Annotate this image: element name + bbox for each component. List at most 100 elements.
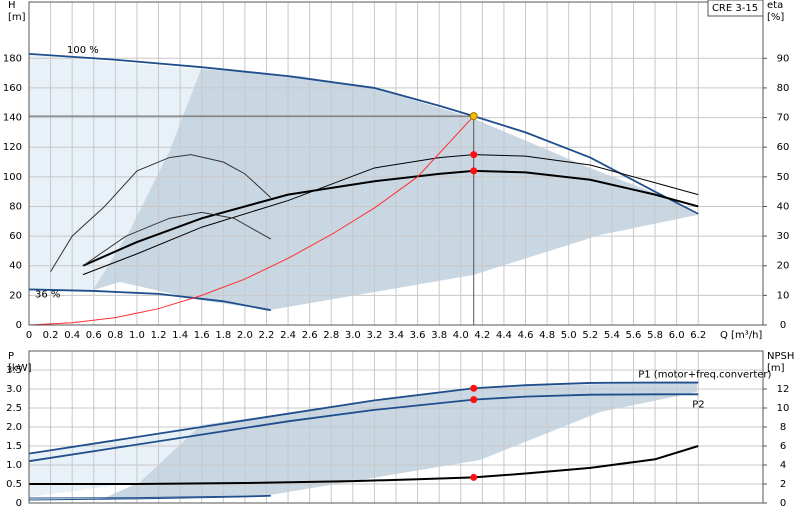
- series-label: P1 (motor+freq.converter): [638, 370, 771, 381]
- x-tick-label: 3.8: [431, 330, 447, 341]
- series-line: [28, 381, 699, 455]
- x-tick-label: 4.2: [474, 330, 490, 341]
- x-tick-label: 0.8: [107, 330, 123, 341]
- operating-point: [470, 473, 478, 481]
- x-tick-label: 3.6: [410, 330, 426, 341]
- y-tick-label: 0: [16, 320, 22, 331]
- x-tick-label: 1.8: [215, 330, 231, 341]
- y-tick-label: 1.0: [6, 460, 22, 471]
- y-tick-label: 20: [9, 290, 22, 301]
- x-tick-label: 1.2: [151, 330, 167, 341]
- y2-tick-label: 40: [777, 201, 790, 212]
- y2-label: eta: [767, 0, 783, 11]
- y-tick-label: 3.5: [6, 365, 22, 376]
- x-tick-label: 2.4: [280, 330, 296, 341]
- y-tick-label: 2.5: [6, 403, 22, 414]
- y-tick-label: 0.5: [6, 479, 22, 490]
- y-tick-label: 100: [3, 172, 22, 183]
- series-label: 36 %: [35, 289, 60, 300]
- x-tick-label: 2.2: [259, 330, 275, 341]
- y2-tick-label: 50: [777, 172, 790, 183]
- x-tick-label: 5.4: [604, 330, 620, 341]
- y-tick-label: 80: [9, 201, 22, 212]
- y2-tick-label: 4: [780, 460, 786, 471]
- x-tick-label: 0.2: [43, 330, 59, 341]
- x-tick-label: 0.6: [86, 330, 102, 341]
- series-line: [50, 154, 272, 272]
- x-tick-label: 1.6: [194, 330, 210, 341]
- operating-point: [470, 384, 478, 392]
- y2-tick-label: 12: [777, 384, 790, 395]
- x-tick-label: 5.8: [647, 330, 663, 341]
- series-line: [28, 495, 271, 501]
- series-line: [28, 52, 699, 215]
- operating-point: [470, 396, 478, 404]
- y-tick-label: 1.5: [6, 441, 22, 452]
- shaded-area: [100, 382, 697, 500]
- y-tick-label: 0: [16, 498, 22, 509]
- y2-label: [%]: [767, 12, 784, 23]
- y-label: H: [8, 0, 16, 11]
- x-tick-label: 4.4: [496, 330, 512, 341]
- series-line: [82, 169, 699, 267]
- x-tick-label: 0.4: [64, 330, 80, 341]
- y2-label: [m]: [767, 363, 785, 374]
- series-label: 100 %: [67, 45, 99, 56]
- y2-tick-label: 60: [777, 142, 790, 153]
- y-tick-label: 3.0: [6, 384, 22, 395]
- x-tick-label: 2.8: [323, 330, 339, 341]
- y2-tick-label: 0: [780, 498, 786, 509]
- y2-tick-label: 70: [777, 113, 790, 124]
- x-tick-label: 4.8: [539, 330, 555, 341]
- x-tick-label: 3.2: [366, 330, 382, 341]
- y2-label: NPSH: [767, 351, 794, 362]
- operating-point: [470, 167, 478, 175]
- x-tick-label: 5.0: [561, 330, 577, 341]
- y-tick-label: 120: [3, 142, 22, 153]
- series-label: P2: [692, 399, 704, 410]
- y2-tick-label: 6: [780, 441, 786, 452]
- y-tick-label: 40: [9, 261, 22, 272]
- shaded-area: [93, 69, 697, 310]
- x-tick-label: 2.6: [302, 330, 318, 341]
- y2-tick-label: 0: [780, 320, 786, 331]
- y-label: [m]: [8, 12, 26, 23]
- x-tick-label: 1.0: [129, 330, 145, 341]
- y-tick-label: 160: [3, 83, 22, 94]
- chart-title: CRE 3-15: [712, 3, 758, 14]
- y-label: P: [8, 351, 14, 362]
- x-tick-label: 4.6: [518, 330, 534, 341]
- series-line: [28, 494, 271, 499]
- series-line: [29, 445, 699, 485]
- series-line: [28, 393, 699, 463]
- series-line: [82, 211, 272, 267]
- operating-point: [469, 112, 478, 121]
- x-tick-label: 1.4: [172, 330, 188, 341]
- x-tick-label: 5.6: [626, 330, 642, 341]
- x-tick-label: 6.2: [690, 330, 706, 341]
- x-tick-label: 3.0: [345, 330, 361, 341]
- x-tick-label: 3.4: [388, 330, 404, 341]
- series-line: [28, 288, 271, 312]
- x-tick-label: 4.0: [453, 330, 469, 341]
- y2-tick-label: 30: [777, 231, 790, 242]
- title-box: [707, 0, 764, 17]
- y-tick-label: 2.0: [6, 422, 22, 433]
- y2-tick-label: 8: [780, 422, 786, 433]
- plot-frame: [28, 1, 764, 326]
- operating-point: [470, 151, 478, 159]
- y-label: [kW]: [8, 363, 32, 374]
- y2-tick-label: 2: [780, 479, 786, 490]
- y-tick-label: 140: [3, 113, 22, 124]
- y2-tick-label: 20: [777, 261, 790, 272]
- x-tick-label: 5.2: [582, 330, 598, 341]
- x-tick-label: 2.0: [237, 330, 253, 341]
- y2-tick-label: 10: [777, 403, 790, 414]
- y-tick-label: 60: [9, 231, 22, 242]
- x-label: Q [m³/h]: [720, 330, 762, 341]
- y2-tick-label: 90: [777, 53, 790, 64]
- plot-layer: [28, 2, 763, 504]
- series-line: [82, 154, 699, 276]
- y2-tick-label: 10: [777, 290, 790, 301]
